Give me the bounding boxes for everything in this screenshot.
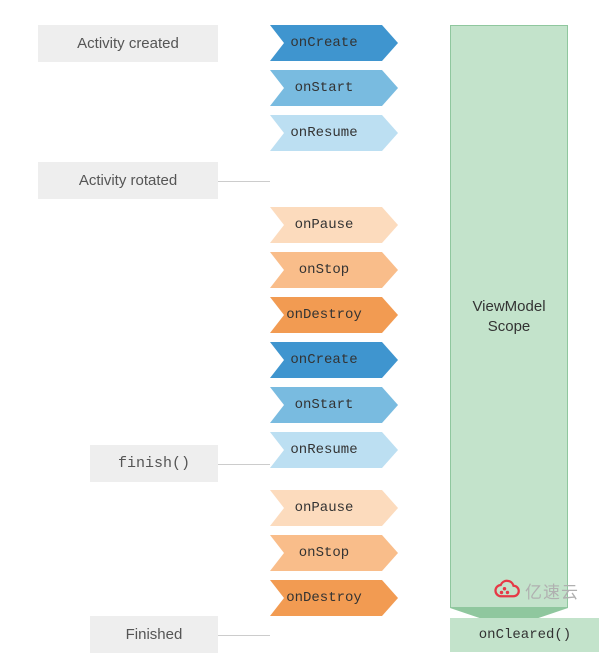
- arrow-head: [382, 207, 398, 243]
- label-activity-rotated: Activity rotated: [38, 162, 218, 199]
- arrow-notch: [270, 387, 284, 423]
- lifecycle-arrow-label: onCreate: [270, 25, 382, 61]
- lifecycle-arrow-label: onStart: [270, 70, 382, 106]
- arrow-head: [382, 535, 398, 571]
- arrow-head: [382, 387, 398, 423]
- lifecycle-arrow-label: onStop: [270, 535, 382, 571]
- lifecycle-arrow: onPause: [270, 490, 398, 526]
- cloud-icon: [491, 579, 521, 603]
- label-activity-created: Activity created: [38, 25, 218, 62]
- lifecycle-arrow-label: onPause: [270, 207, 382, 243]
- arrow-head: [382, 580, 398, 616]
- lifecycle-arrow: onResume: [270, 115, 398, 151]
- lifecycle-arrow: onCreate: [270, 25, 398, 61]
- lifecycle-arrow-label: onDestroy: [270, 297, 382, 333]
- lifecycle-arrow: onStart: [270, 387, 398, 423]
- arrow-notch: [270, 490, 284, 526]
- arrow-head: [382, 252, 398, 288]
- arrow-notch: [270, 252, 284, 288]
- line-finish: [218, 464, 270, 465]
- lifecycle-arrow-label: onDestroy: [270, 580, 382, 616]
- viewmodel-scope: ViewModel Scope: [450, 25, 568, 608]
- arrow-head: [382, 115, 398, 151]
- line-activity-rotated: [218, 181, 270, 182]
- lifecycle-arrow-label: onResume: [270, 115, 382, 151]
- arrow-notch: [270, 580, 284, 616]
- arrow-head: [382, 432, 398, 468]
- arrow-head: [382, 297, 398, 333]
- lifecycle-arrow: onDestroy: [270, 580, 398, 616]
- watermark-text: 亿速云: [525, 578, 579, 603]
- watermark: 亿速云: [491, 578, 579, 603]
- lifecycle-arrow-label: onCreate: [270, 342, 382, 378]
- lifecycle-arrow-label: onPause: [270, 490, 382, 526]
- line-finished: [218, 635, 270, 636]
- lifecycle-arrow-label: onResume: [270, 432, 382, 468]
- lifecycle-arrow: onPause: [270, 207, 398, 243]
- arrow-notch: [270, 70, 284, 106]
- oncleared-box: onCleared(): [450, 618, 599, 652]
- label-finished: Finished: [90, 616, 218, 653]
- arrow-notch: [270, 207, 284, 243]
- lifecycle-arrow: onStart: [270, 70, 398, 106]
- viewmodel-scope-label: ViewModel Scope: [472, 297, 545, 336]
- lifecycle-arrow: onCreate: [270, 342, 398, 378]
- arrow-head: [382, 490, 398, 526]
- arrow-head: [382, 342, 398, 378]
- lifecycle-arrow: onStop: [270, 252, 398, 288]
- arrow-notch: [270, 115, 284, 151]
- arrow-notch: [270, 25, 284, 61]
- arrow-notch: [270, 432, 284, 468]
- arrow-notch: [270, 342, 284, 378]
- arrow-notch: [270, 297, 284, 333]
- label-finish: finish(): [90, 445, 218, 482]
- arrow-head: [382, 70, 398, 106]
- lifecycle-arrow-label: onStart: [270, 387, 382, 423]
- lifecycle-diagram: Activity created Activity rotated finish…: [20, 20, 579, 621]
- lifecycle-arrow-label: onStop: [270, 252, 382, 288]
- lifecycle-arrow: onStop: [270, 535, 398, 571]
- lifecycle-arrow: onResume: [270, 432, 398, 468]
- arrow-head: [382, 25, 398, 61]
- lifecycle-arrow: onDestroy: [270, 297, 398, 333]
- arrow-notch: [270, 535, 284, 571]
